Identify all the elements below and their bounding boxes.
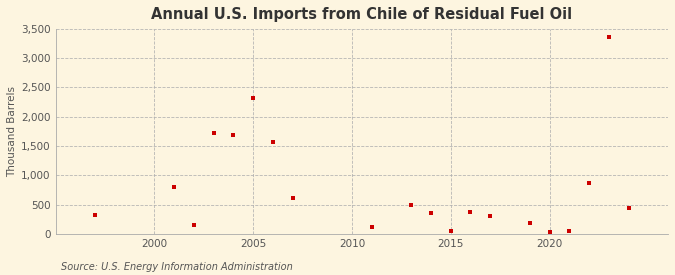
Point — [564, 229, 574, 233]
Point — [524, 221, 535, 225]
Point — [603, 35, 614, 40]
Title: Annual U.S. Imports from Chile of Residual Fuel Oil: Annual U.S. Imports from Chile of Residu… — [151, 7, 572, 22]
Point — [544, 230, 555, 234]
Point — [485, 214, 495, 219]
Point — [90, 212, 101, 217]
Point — [367, 225, 377, 230]
Point — [406, 203, 416, 207]
Point — [584, 181, 595, 185]
Point — [446, 229, 456, 233]
Point — [188, 223, 199, 227]
Point — [228, 133, 239, 138]
Y-axis label: Thousand Barrels: Thousand Barrels — [7, 86, 17, 177]
Point — [425, 211, 436, 215]
Point — [209, 131, 219, 135]
Point — [169, 185, 180, 189]
Text: Source: U.S. Energy Information Administration: Source: U.S. Energy Information Administ… — [61, 262, 292, 272]
Point — [288, 195, 298, 200]
Point — [267, 140, 278, 145]
Point — [465, 210, 476, 214]
Point — [623, 206, 634, 210]
Point — [248, 96, 259, 101]
